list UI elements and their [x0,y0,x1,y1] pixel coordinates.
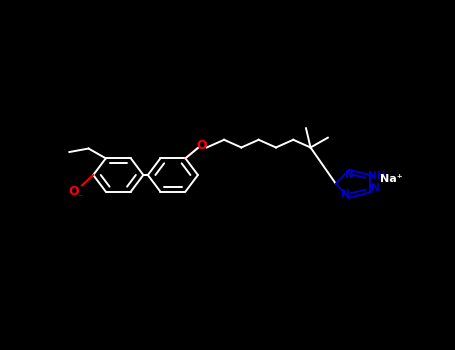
Text: N: N [341,189,350,198]
Text: NH: NH [369,171,386,181]
Text: ⁻: ⁻ [77,193,82,203]
Text: O: O [196,139,207,152]
Text: Na⁺: Na⁺ [380,174,403,184]
Text: N: N [344,170,354,180]
Text: O: O [68,185,79,198]
Text: N: N [371,183,380,193]
